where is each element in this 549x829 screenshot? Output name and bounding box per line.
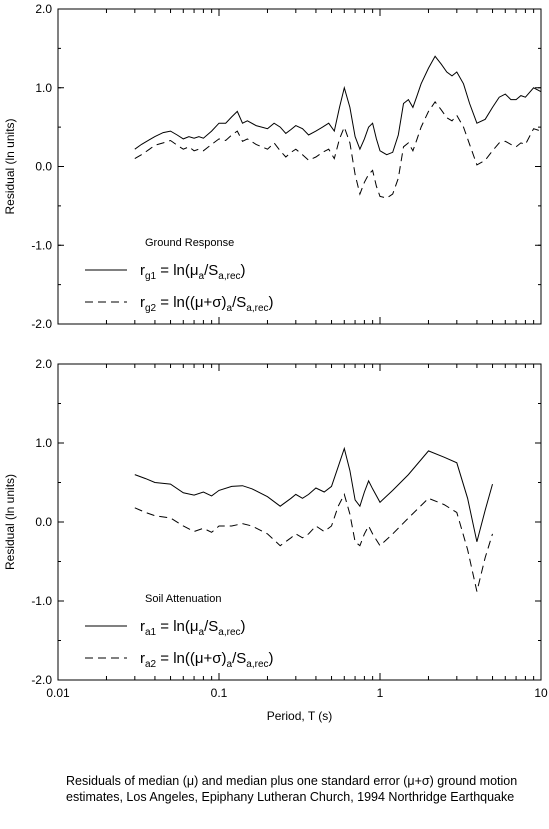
y-tick-label: 1.0	[35, 81, 52, 95]
legend-title: Soil Attenuation	[145, 593, 221, 605]
y-tick-label: 1.0	[35, 436, 52, 450]
y-tick-label: 0.0	[35, 515, 52, 529]
legend-label-g1: rg1 = ln(μa/Sa,rec)	[140, 262, 246, 282]
y-tick-label: 2.0	[35, 357, 52, 371]
figure: -2.0 -1.0 0.0 1.0 2.0 Residual (ln units) Grou…	[3, 2, 548, 723]
legend-label-a2: ra2 = ln((μ+σ)a/Sa,rec)	[140, 650, 274, 670]
series-line-a2	[134, 493, 493, 592]
plot-frame	[57, 363, 542, 681]
legend-label-g2: rg2 = ln((μ+σ)a/Sa,rec)	[140, 294, 274, 314]
figure-caption: Residuals of median (μ) and median plus …	[66, 774, 518, 804]
series-line-g2	[134, 101, 542, 199]
legend-title: Ground Response	[145, 237, 234, 249]
plot-frame	[57, 8, 542, 325]
x-tick-label: 0.01	[46, 686, 70, 700]
x-tick-label: 10	[534, 686, 548, 700]
y-axis-label: Residual (ln units)	[3, 474, 17, 570]
legend: Soil Attenuation ra1 = ln(μa/Sa,rec) ra2 =…	[85, 593, 274, 670]
chart-1: -2.0 -1.0 0.0 1.0 2.0 Residual (ln units) Grou…	[3, 2, 542, 331]
y-tick-label: -2.0	[31, 317, 52, 331]
legend: Ground Response rg1 = ln(μa/Sa,rec) rg2 = …	[85, 237, 274, 314]
x-tick-label: 0.1	[211, 686, 228, 700]
y-axis-label: Residual (ln units)	[3, 118, 17, 214]
y-tick-label: -2.0	[31, 673, 52, 687]
chart-2: -2.0 -1.0 0.0 1.0 2.0 0.01 0.1 1 10 Period, T (s)…	[3, 357, 548, 723]
y-tick-label: 2.0	[35, 2, 52, 16]
series-line-g1	[134, 55, 542, 156]
x-axis-label: Period, T (s)	[267, 709, 333, 723]
y-tick-label: -1.0	[31, 238, 52, 252]
x-tick-label: 1	[377, 686, 384, 700]
y-tick-label: -1.0	[31, 594, 52, 608]
y-tick-label: 0.0	[35, 160, 52, 174]
legend-label-a1: ra1 = ln(μa/Sa,rec)	[140, 618, 246, 638]
series-line-a1	[134, 446, 493, 542]
